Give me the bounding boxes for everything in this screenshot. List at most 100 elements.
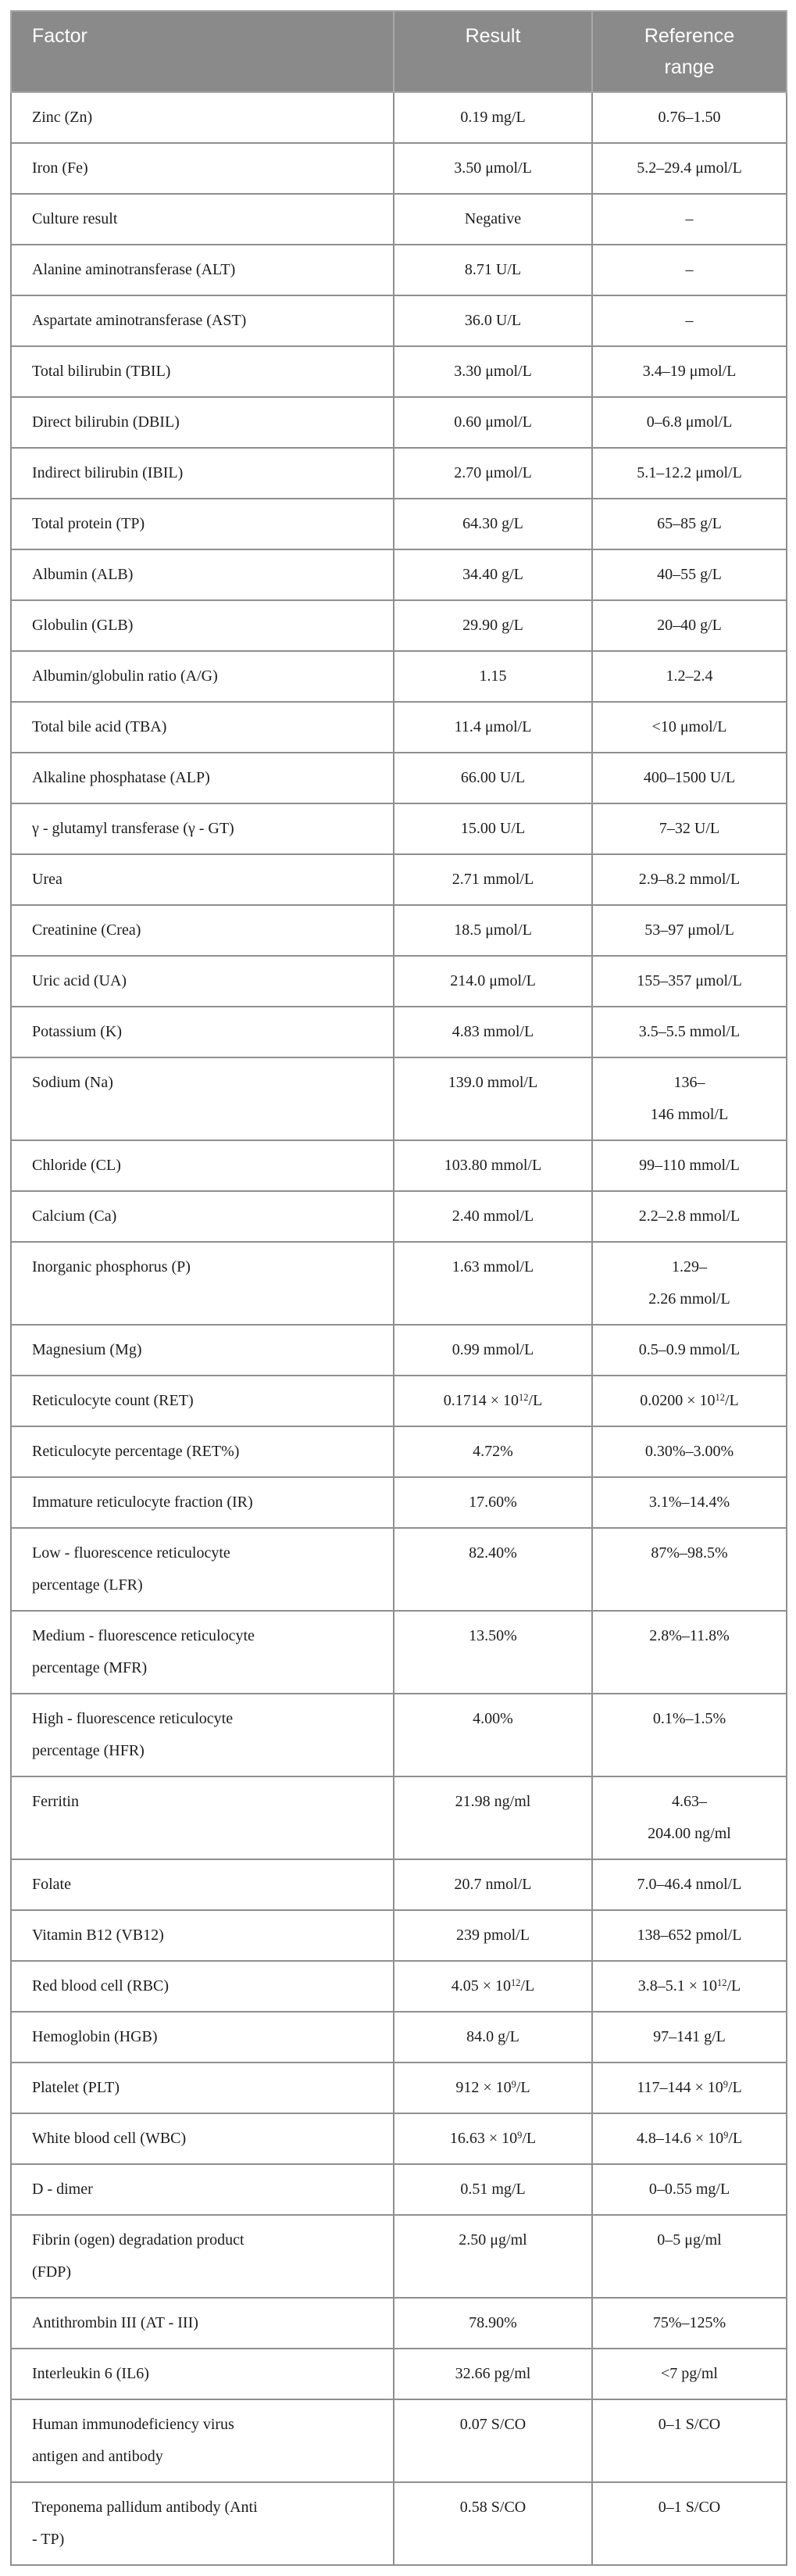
result-cell: 239 pmol/L: [393, 1909, 593, 1962]
factor-cell: Chloride (CL): [10, 1140, 394, 1192]
table-row: Low - fluorescence reticulocyte percentag…: [10, 1527, 787, 1612]
result-cell: 214.0 μmol/L: [393, 955, 593, 1007]
factor-cell: Uric acid (UA): [10, 955, 394, 1007]
factor-cell: Total bilirubin (TBIL): [10, 345, 394, 398]
reference-range-cell: –: [591, 193, 787, 245]
result-cell: 29.90 g/L: [393, 599, 593, 652]
column-header-factor: Factor: [10, 10, 394, 93]
reference-range-cell: 1.29– 2.26 mmol/L: [591, 1241, 787, 1326]
table-row: Direct bilirubin (DBIL) 0.60 μmol/L 0–6.8 …: [10, 396, 787, 449]
result-cell: 1.15: [393, 650, 593, 703]
reference-range-cell: 7.0–46.4 nmol/L: [591, 1859, 787, 1911]
result-cell: 2.40 mmol/L: [393, 1190, 593, 1243]
reference-range-cell: 5.1–12.2 μmol/L: [591, 447, 787, 499]
table-row: Alkaline phosphatase (ALP) 66.00 U/L 400–1…: [10, 752, 787, 804]
reference-range-cell: –: [591, 244, 787, 296]
table-row: Reticulocyte count (RET) 0.1714 × 1012/L 0…: [10, 1375, 787, 1427]
reference-range-cell: 0.30%–3.00%: [591, 1426, 787, 1478]
table-row: Total bile acid (TBA) 11.4 μmol/L <10 μmol…: [10, 701, 787, 753]
reference-range-cell: 2.8%–11.8%: [591, 1610, 787, 1694]
result-cell: 4.72%: [393, 1426, 593, 1478]
factor-cell: Human immunodeficiency virus antigen and …: [10, 2399, 394, 2483]
reference-range-cell: 99–110 mmol/L: [591, 1140, 787, 1192]
reference-range-cell: 0–6.8 μmol/L: [591, 396, 787, 449]
factor-cell: High - fluorescence reticulocyte percenta…: [10, 1693, 394, 1777]
factor-cell: Culture result: [10, 193, 394, 245]
table-row: Ferritin 21.98 ng/ml 4.63– 204.00 ng/ml: [10, 1776, 787, 1860]
table-row: Magnesium (Mg) 0.99 mmol/L 0.5–0.9 mmol/L: [10, 1324, 787, 1376]
reference-range-cell: 155–357 μmol/L: [591, 955, 787, 1007]
result-cell: 2.70 μmol/L: [393, 447, 593, 499]
factor-cell: Immature reticulocyte fraction (IR): [10, 1476, 394, 1529]
result-cell: 82.40%: [393, 1527, 593, 1612]
reference-range-cell: –: [591, 295, 787, 347]
reference-range-cell: 5.2–29.4 μmol/L: [591, 142, 787, 195]
result-cell: 0.51 mg/L: [393, 2163, 593, 2216]
table-row: Calcium (Ca) 2.40 mmol/L 2.2–2.8 mmol/L: [10, 1190, 787, 1243]
reference-range-cell: 0–1 S/CO: [591, 2399, 787, 2483]
table-row: Folate 20.7 nmol/L 7.0–46.4 nmol/L: [10, 1859, 787, 1911]
header-row: Factor Result Reference range: [10, 10, 787, 93]
result-cell: 0.19 mg/L: [393, 91, 593, 144]
result-cell: 4.00%: [393, 1693, 593, 1777]
result-cell: 4.05 × 1012/L: [393, 1960, 593, 2012]
factor-cell: Alkaline phosphatase (ALP): [10, 752, 394, 804]
factor-cell: Albumin (ALB): [10, 549, 394, 601]
factor-cell: Platelet (PLT): [10, 2062, 394, 2114]
table-row: γ - glutamyl transferase (γ - GT) 15.00 U…: [10, 803, 787, 855]
factor-cell: Ferritin: [10, 1776, 394, 1860]
result-cell: 20.7 nmol/L: [393, 1859, 593, 1911]
result-cell: 0.60 μmol/L: [393, 396, 593, 449]
result-cell: 16.63 × 109/L: [393, 2113, 593, 2165]
table-row: Interleukin 6 (IL6) 32.66 pg/ml <7 pg/ml: [10, 2348, 787, 2400]
result-cell: 34.40 g/L: [393, 549, 593, 601]
factor-cell: Alanine aminotransferase (ALT): [10, 244, 394, 296]
result-cell: 0.99 mmol/L: [393, 1324, 593, 1376]
factor-cell: Antithrombin III (AT - III): [10, 2297, 394, 2349]
factor-cell: D - dimer: [10, 2163, 394, 2216]
reference-range-cell: 0–5 μg/ml: [591, 2214, 787, 2299]
factor-cell: Magnesium (Mg): [10, 1324, 394, 1376]
table-row: Globulin (GLB) 29.90 g/L 20–40 g/L: [10, 599, 787, 652]
result-cell: 11.4 μmol/L: [393, 701, 593, 753]
result-cell: 139.0 mmol/L: [393, 1057, 593, 1141]
table-row: Red blood cell (RBC) 4.05 × 1012/L 3.8–5.1…: [10, 1960, 787, 2012]
factor-cell: Red blood cell (RBC): [10, 1960, 394, 2012]
factor-cell: Direct bilirubin (DBIL): [10, 396, 394, 449]
result-cell: 1.63 mmol/L: [393, 1241, 593, 1326]
result-cell: 103.80 mmol/L: [393, 1140, 593, 1192]
reference-range-cell: 1.2–2.4: [591, 650, 787, 703]
reference-range-cell: 87%–98.5%: [591, 1527, 787, 1612]
reference-range-cell: 138–652 pmol/L: [591, 1909, 787, 1962]
result-cell: 32.66 pg/ml: [393, 2348, 593, 2400]
table-row: Urea 2.71 mmol/L 2.9–8.2 mmol/L: [10, 853, 787, 906]
factor-cell: Urea: [10, 853, 394, 906]
factor-cell: Reticulocyte count (RET): [10, 1375, 394, 1427]
factor-cell: Calcium (Ca): [10, 1190, 394, 1243]
reference-range-cell: 3.4–19 μmol/L: [591, 345, 787, 398]
table-row: Vitamin B12 (VB12) 239 pmol/L 138–652 pmol…: [10, 1909, 787, 1962]
reference-range-cell: 2.9–8.2 mmol/L: [591, 853, 787, 906]
result-cell: 4.83 mmol/L: [393, 1006, 593, 1058]
reference-range-cell: 0.0200 × 1012/L: [591, 1375, 787, 1427]
column-header-reference-range: Reference range: [591, 10, 787, 93]
factor-cell: Sodium (Na): [10, 1057, 394, 1141]
table-row: Inorganic phosphorus (P) 1.63 mmol/L 1.29–…: [10, 1241, 787, 1326]
table-row: Indirect bilirubin (IBIL) 2.70 μmol/L 5.1–…: [10, 447, 787, 499]
reference-range-cell: 3.1%–14.4%: [591, 1476, 787, 1529]
factor-cell: Medium - fluorescence reticulocyte percen…: [10, 1610, 394, 1694]
factor-cell: Iron (Fe): [10, 142, 394, 195]
result-cell: 66.00 U/L: [393, 752, 593, 804]
table-row: Iron (Fe) 3.50 μmol/L 5.2–29.4 μmol/L: [10, 142, 787, 195]
factor-cell: Folate: [10, 1859, 394, 1911]
reference-range-cell: 20–40 g/L: [591, 599, 787, 652]
result-cell: 84.0 g/L: [393, 2011, 593, 2063]
reference-range-cell: 4.8–14.6 × 109/L: [591, 2113, 787, 2165]
factor-cell: White blood cell (WBC): [10, 2113, 394, 2165]
table-row: Platelet (PLT) 912 × 109/L 117–144 × 109/L: [10, 2062, 787, 2114]
result-cell: 0.58 S/CO: [393, 2481, 593, 2566]
factor-cell: Aspartate aminotransferase (AST): [10, 295, 394, 347]
factor-cell: Hemoglobin (HGB): [10, 2011, 394, 2063]
reference-range-cell: 0–1 S/CO: [591, 2481, 787, 2566]
